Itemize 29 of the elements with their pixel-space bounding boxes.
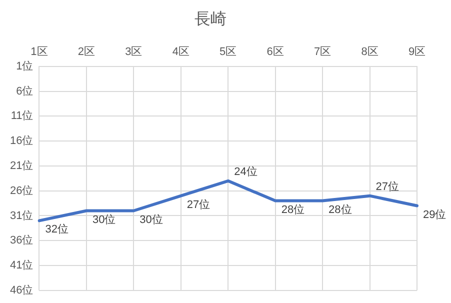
x-tick-label: 3区 bbox=[125, 46, 142, 58]
y-tick-label: 16位 bbox=[10, 135, 34, 148]
data-label: 28位 bbox=[281, 204, 305, 216]
x-tick-label: 2区 bbox=[78, 46, 96, 58]
y-tick-label: 6位 bbox=[16, 85, 34, 98]
data-label: 28位 bbox=[328, 204, 352, 216]
y-tick-label: 26位 bbox=[10, 184, 34, 197]
data-label: 27位 bbox=[376, 180, 400, 193]
chart-title: 長崎 bbox=[194, 10, 226, 28]
y-tick-label: 11位 bbox=[10, 110, 34, 122]
y-tick-label: 21位 bbox=[10, 160, 34, 172]
y-tick-label: 31位 bbox=[10, 210, 34, 222]
data-label: 30位 bbox=[140, 214, 163, 226]
x-tick-label: 9区 bbox=[408, 46, 426, 58]
x-tick-label: 6区 bbox=[266, 46, 284, 58]
data-label: 27位 bbox=[186, 198, 210, 211]
data-label: 30位 bbox=[92, 214, 116, 226]
x-tick-label: 1区 bbox=[30, 46, 48, 58]
data-label: 24位 bbox=[234, 166, 258, 178]
x-tick-label: 4区 bbox=[172, 46, 190, 58]
x-tick-label: 7区 bbox=[314, 46, 332, 58]
data-label: 32位 bbox=[45, 224, 68, 236]
data-label: 29位 bbox=[423, 208, 446, 221]
y-tick-label: 46位 bbox=[10, 284, 34, 296]
x-tick-label: 8区 bbox=[361, 46, 378, 58]
x-tick-label: 5区 bbox=[220, 46, 237, 58]
y-tick-label: 1位 bbox=[16, 60, 34, 72]
y-tick-label: 41位 bbox=[10, 260, 34, 272]
y-tick-label: 36位 bbox=[10, 234, 34, 247]
